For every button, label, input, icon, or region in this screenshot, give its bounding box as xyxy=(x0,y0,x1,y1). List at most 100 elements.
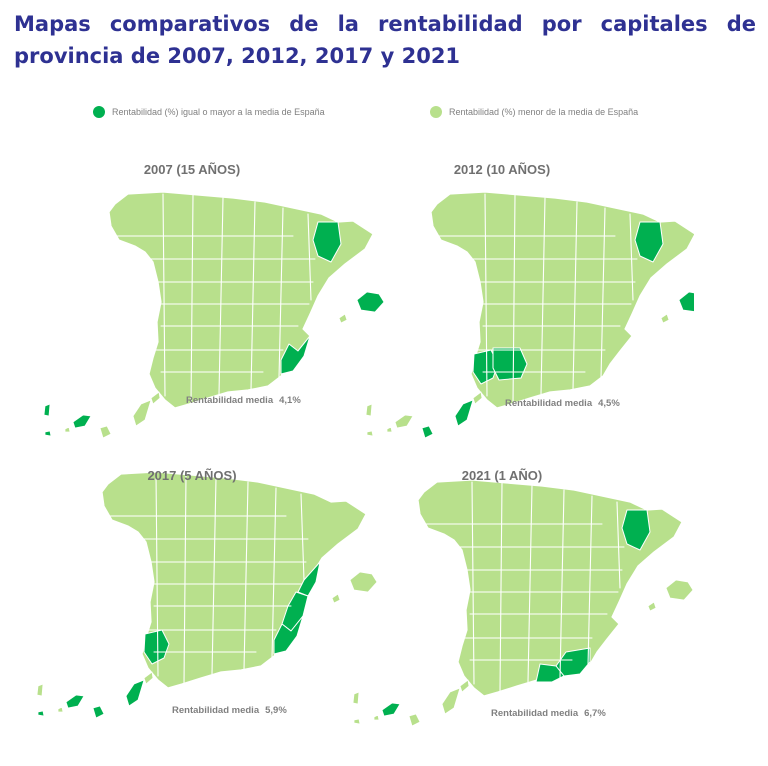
province-border xyxy=(271,487,277,659)
average-text: Rentabilidad media xyxy=(491,708,579,719)
legend-item-below: Rentabilidad (%) menor de la media de Es… xyxy=(430,106,638,118)
province-border xyxy=(587,495,593,667)
island-lapalma xyxy=(352,691,360,705)
island-lanzarote xyxy=(143,671,154,685)
average-value: 4,1% xyxy=(279,395,301,406)
province-border xyxy=(559,489,565,679)
province-border xyxy=(471,481,475,685)
legend-item-above: Rentabilidad (%) igual o mayor a la medi… xyxy=(93,106,325,118)
province-border xyxy=(616,501,621,589)
map-2017 xyxy=(36,471,384,719)
province-border xyxy=(527,485,533,683)
province-border xyxy=(300,493,305,581)
island-mallorca xyxy=(678,291,694,312)
average-value: 4,5% xyxy=(598,398,620,409)
legend-swatch-above xyxy=(93,106,105,118)
average-label-2012: Rentabilidad media 4,5% xyxy=(505,398,620,409)
island-ibiza xyxy=(660,313,670,324)
province-border xyxy=(218,197,224,395)
map-2007 xyxy=(43,191,384,439)
province-huesca xyxy=(312,221,342,263)
legend-label-below: Rentabilidad (%) menor de la media de Es… xyxy=(449,107,639,117)
island-tenerife xyxy=(65,694,85,709)
province-border xyxy=(499,482,503,693)
legend-swatch-below xyxy=(430,106,442,118)
island-grancanaria xyxy=(408,713,421,727)
island-fuerteventura xyxy=(441,687,461,715)
island-fuerteventura xyxy=(454,399,474,427)
province-alicante xyxy=(273,615,304,655)
average-text: Rentabilidad media xyxy=(186,395,274,406)
average-text: Rentabilidad media xyxy=(172,705,260,716)
island-lanzarote xyxy=(472,391,483,405)
island-grancanaria xyxy=(92,705,105,719)
island-elhierro xyxy=(37,710,45,717)
island-gomera xyxy=(386,426,393,433)
page-title: Mapas comparativos de la rentabilidad po… xyxy=(14,12,756,68)
province-border xyxy=(572,201,578,391)
province-border xyxy=(512,194,516,405)
island-fuerteventura xyxy=(132,399,152,427)
province-border xyxy=(629,213,634,301)
province-castellon xyxy=(297,561,321,597)
map-panel-2017: 2017 (5 AÑOS) Rentabilidad media 5,9% xyxy=(0,458,384,758)
average-value: 6,7% xyxy=(584,708,606,719)
province-border xyxy=(484,193,488,397)
island-tenerife xyxy=(72,414,92,429)
map-2012 xyxy=(365,191,694,439)
average-value: 5,9% xyxy=(265,705,287,716)
island-gomera xyxy=(57,706,64,713)
province-border xyxy=(162,193,166,397)
island-ibiza xyxy=(331,593,341,604)
island-mallorca xyxy=(349,571,378,593)
province-border xyxy=(307,213,312,301)
map-title-2021: 2021 (1 AÑO) xyxy=(461,468,543,483)
legend-label-above: Rentabilidad (%) igual o mayor a la medi… xyxy=(112,107,325,117)
island-lanzarote xyxy=(459,679,470,693)
island-ibiza xyxy=(338,313,348,324)
island-lapalma xyxy=(36,683,44,697)
map-2021 xyxy=(352,479,694,727)
island-tenerife xyxy=(381,702,401,717)
island-grancanaria xyxy=(99,425,112,439)
mainland-spain xyxy=(108,191,374,409)
island-fuerteventura xyxy=(125,679,145,707)
province-border xyxy=(243,481,249,671)
map-title-2012: 2012 (10 AÑOS) xyxy=(453,162,551,177)
province-alicante xyxy=(280,335,311,375)
map-panel-2021: 2021 (1 AÑO) Rentabilidad media 6,7% xyxy=(310,458,694,758)
island-grancanaria xyxy=(421,425,434,439)
map-panel-2012: 2012 (10 AÑOS) Rentabilidad media 4,5% xyxy=(310,150,694,450)
province-border xyxy=(540,197,546,395)
province-border xyxy=(211,477,217,675)
province-huesca xyxy=(634,221,664,263)
province-sevilla xyxy=(492,347,528,381)
average-label-2021: Rentabilidad media 6,7% xyxy=(491,708,606,719)
province-border xyxy=(190,194,194,405)
island-mallorca xyxy=(356,291,384,313)
island-gomera xyxy=(373,714,380,721)
island-elhierro xyxy=(366,430,374,437)
province-border xyxy=(250,201,256,391)
island-mallorca xyxy=(665,579,694,601)
province-border xyxy=(600,207,606,379)
map-panel-2007: 2007 (15 AÑOS) Rentabilidad media 4,1% xyxy=(0,150,384,450)
island-elhierro xyxy=(353,718,361,725)
average-text: Rentabilidad media xyxy=(505,398,593,409)
average-label-2017: Rentabilidad media 5,9% xyxy=(172,705,287,716)
legend: Rentabilidad (%) igual o mayor a la medi… xyxy=(0,106,768,124)
island-lapalma xyxy=(365,403,373,417)
province-border xyxy=(155,473,159,677)
province-border xyxy=(183,474,187,685)
island-gomera xyxy=(64,426,71,433)
province-border xyxy=(278,207,284,379)
island-ibiza xyxy=(647,601,657,612)
province-almeria xyxy=(535,663,565,683)
island-lapalma xyxy=(43,403,51,417)
island-lanzarote xyxy=(150,391,161,405)
map-title-2007: 2007 (15 AÑOS) xyxy=(143,162,241,177)
map-title-2017: 2017 (5 AÑOS) xyxy=(147,468,237,483)
island-tenerife xyxy=(394,414,414,429)
island-elhierro xyxy=(44,430,52,437)
mainland-spain xyxy=(101,471,367,689)
